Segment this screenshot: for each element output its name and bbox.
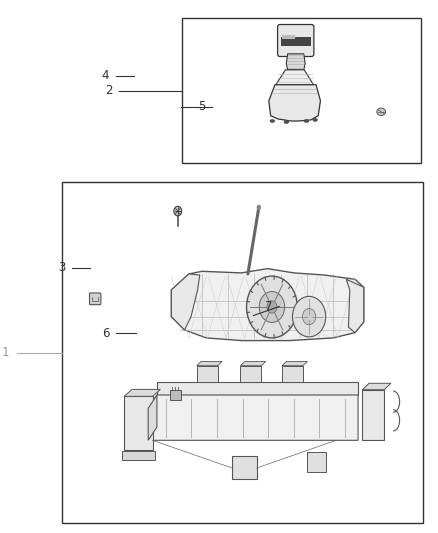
Text: 2: 2 (105, 84, 112, 97)
Text: 3: 3 (58, 261, 65, 274)
Ellipse shape (304, 120, 309, 123)
Polygon shape (240, 361, 266, 366)
Circle shape (247, 276, 297, 338)
Text: 4: 4 (102, 69, 109, 82)
Bar (170, 390, 181, 400)
Ellipse shape (284, 121, 289, 124)
FancyBboxPatch shape (278, 25, 314, 56)
Polygon shape (276, 70, 314, 85)
Text: 5: 5 (198, 100, 205, 113)
Polygon shape (148, 395, 157, 440)
Circle shape (174, 206, 182, 216)
Text: 1: 1 (2, 346, 10, 359)
Text: 7: 7 (265, 300, 273, 313)
Bar (240, 366, 261, 382)
Bar (122, 451, 155, 461)
Ellipse shape (270, 120, 275, 123)
Bar (197, 366, 218, 382)
Polygon shape (363, 383, 391, 390)
Circle shape (303, 309, 316, 325)
Circle shape (293, 296, 326, 337)
Polygon shape (346, 279, 364, 333)
Text: 6: 6 (102, 327, 109, 340)
Bar (62, 182, 423, 523)
Polygon shape (171, 274, 200, 330)
Bar (282, 366, 303, 382)
Polygon shape (286, 54, 305, 70)
Bar (281, 37, 311, 46)
Circle shape (259, 292, 285, 322)
Polygon shape (197, 361, 222, 366)
Bar (282, 35, 295, 39)
Circle shape (267, 301, 277, 313)
Polygon shape (282, 361, 307, 366)
Bar (363, 390, 384, 440)
Polygon shape (157, 382, 358, 395)
Ellipse shape (313, 119, 318, 122)
Ellipse shape (377, 108, 385, 116)
Bar (182, 18, 420, 163)
FancyBboxPatch shape (89, 293, 101, 305)
Bar (307, 452, 326, 472)
Bar (232, 456, 257, 479)
Bar (124, 397, 152, 450)
Polygon shape (269, 85, 321, 121)
Polygon shape (148, 395, 358, 440)
Polygon shape (124, 390, 160, 397)
Polygon shape (171, 269, 364, 341)
Circle shape (257, 205, 261, 210)
